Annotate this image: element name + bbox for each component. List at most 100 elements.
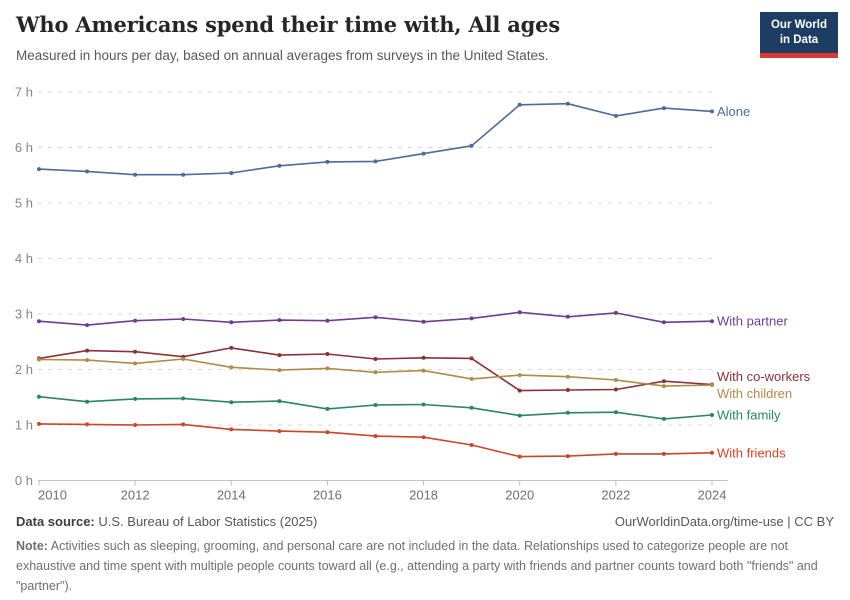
data-point-with-children-2019 <box>469 376 474 381</box>
x-axis-label-2010: 2010 <box>38 488 67 503</box>
data-point-alone-2010 <box>37 167 41 172</box>
y-axis-label-3h: 3 h <box>15 307 33 322</box>
data-point-with-friends-2016 <box>325 430 330 435</box>
data-point-with-family-2020 <box>517 413 522 418</box>
data-point-with-partner-2010 <box>37 319 41 324</box>
data-point-alone-2017 <box>373 159 378 164</box>
data-point-alone-2016 <box>325 159 330 164</box>
series-label-with-co-workers: With co-workers <box>717 369 811 384</box>
data-point-with-family-2010 <box>37 394 41 399</box>
data-point-with-children-2010 <box>37 357 41 362</box>
data-point-with-family-2012 <box>133 396 138 401</box>
data-point-with-friends-2013 <box>181 422 186 427</box>
data-point-alone-2013 <box>181 172 186 177</box>
data-point-with-friends-2020 <box>517 454 522 459</box>
series-label-alone: Alone <box>717 104 750 119</box>
data-point-with-friends-2017 <box>373 434 378 439</box>
data-point-with-partner-2011 <box>85 323 90 328</box>
data-point-with-children-2015 <box>277 368 282 373</box>
y-axis-label-7h: 7 h <box>15 85 33 100</box>
data-point-with-family-2014 <box>229 400 234 405</box>
data-point-with-children-2012 <box>133 361 138 366</box>
x-axis-label-2014: 2014 <box>217 488 246 503</box>
data-point-with-co-workers-2015 <box>277 353 282 358</box>
y-axis-label-2h: 2 h <box>15 362 33 377</box>
owid-logo-line2: in Data <box>779 33 819 46</box>
data-point-with-children-2011 <box>85 358 90 363</box>
data-point-with-children-2023 <box>661 384 666 389</box>
footer: Data source: U.S. Bureau of Labor Statis… <box>16 514 834 529</box>
data-point-alone-2012 <box>133 172 138 177</box>
data-point-alone-2019 <box>469 143 474 148</box>
data-point-alone-2021 <box>565 101 570 106</box>
data-point-with-co-workers-2020 <box>517 388 522 393</box>
series-label-with-partner: With partner <box>717 314 788 329</box>
data-point-with-partner-2023 <box>661 320 666 325</box>
data-point-with-co-workers-2011 <box>85 348 90 353</box>
data-point-with-co-workers-2016 <box>325 352 330 356</box>
data-point-with-co-workers-2021 <box>565 388 570 392</box>
y-axis-label-6h: 6 h <box>15 140 33 155</box>
data-point-with-partner-2024 <box>710 319 714 324</box>
data-point-alone-2023 <box>661 106 666 111</box>
owid-logo-line1: Our World <box>770 19 827 31</box>
data-point-alone-2020 <box>517 102 522 107</box>
data-point-with-partner-2016 <box>325 318 330 323</box>
data-point-with-co-workers-2019 <box>469 356 474 361</box>
owid-link[interactable]: OurWorldinData.org/time-use | CC BY <box>614 514 834 529</box>
data-point-with-family-2023 <box>661 416 666 421</box>
y-axis-label-4h: 4 h <box>15 251 33 266</box>
series-label-with-family: With family <box>717 408 781 423</box>
data-point-with-partner-2022 <box>613 310 618 315</box>
data-point-alone-2018 <box>421 151 426 156</box>
page-title: Who Americans spend their time with, All… <box>16 12 560 37</box>
data-point-with-friends-2018 <box>421 435 426 440</box>
data-source-label: Data source: <box>16 514 95 529</box>
data-point-with-co-workers-2023 <box>661 379 666 384</box>
series-line-alone <box>38 102 713 176</box>
data-point-with-children-2020 <box>517 373 522 378</box>
data-point-alone-2022 <box>613 113 618 118</box>
data-point-with-family-2015 <box>277 399 282 404</box>
data-point-with-partner-2017 <box>373 315 378 320</box>
data-point-alone-2024 <box>710 109 714 114</box>
data-point-with-family-2011 <box>85 399 90 404</box>
data-point-with-family-2017 <box>373 403 378 407</box>
data-point-with-children-2024 <box>710 383 714 387</box>
owid-logo[interactable]: Our World in Data <box>760 12 838 58</box>
data-source-value: U.S. Bureau of Labor Statistics (2025) <box>98 514 318 529</box>
y-axis-label-5h: 5 h <box>15 196 33 211</box>
x-axis-label-2024: 2024 <box>698 488 727 503</box>
data-point-with-friends-2014 <box>229 427 234 432</box>
data-point-with-family-2018 <box>421 402 426 407</box>
data-point-with-partner-2013 <box>181 317 186 321</box>
data-point-with-partner-2019 <box>469 316 474 321</box>
data-point-with-family-2021 <box>565 410 570 415</box>
chart-subtitle: Measured in hours per day, based on annu… <box>16 48 549 63</box>
chart-note: Note: Activities such as sleeping, groom… <box>16 536 834 596</box>
data-point-with-partner-2015 <box>277 318 282 323</box>
data-point-with-friends-2024 <box>710 450 714 455</box>
data-point-with-children-2016 <box>325 366 330 371</box>
data-point-with-children-2017 <box>373 370 378 375</box>
x-axis-label-2012: 2012 <box>121 488 150 503</box>
data-point-with-friends-2023 <box>661 451 666 456</box>
data-point-with-partner-2012 <box>133 318 138 323</box>
y-axis-label-0h: 0 h <box>15 473 33 488</box>
data-point-with-friends-2010 <box>37 421 41 426</box>
data-point-with-co-workers-2014 <box>229 345 234 350</box>
data-point-with-children-2018 <box>421 368 426 373</box>
note-text: Activities such as sleeping, grooming, a… <box>16 539 818 593</box>
data-point-with-family-2013 <box>181 396 186 401</box>
data-point-with-co-workers-2022 <box>613 387 618 392</box>
data-point-with-partner-2018 <box>421 319 426 324</box>
data-point-with-children-2021 <box>565 374 570 379</box>
data-point-with-friends-2015 <box>277 429 282 434</box>
data-point-alone-2011 <box>85 169 90 174</box>
data-point-with-family-2016 <box>325 406 330 411</box>
data-point-with-friends-2021 <box>565 454 570 459</box>
data-point-with-friends-2012 <box>133 423 138 427</box>
x-axis-label-2018: 2018 <box>409 488 438 503</box>
data-point-alone-2014 <box>229 171 234 175</box>
